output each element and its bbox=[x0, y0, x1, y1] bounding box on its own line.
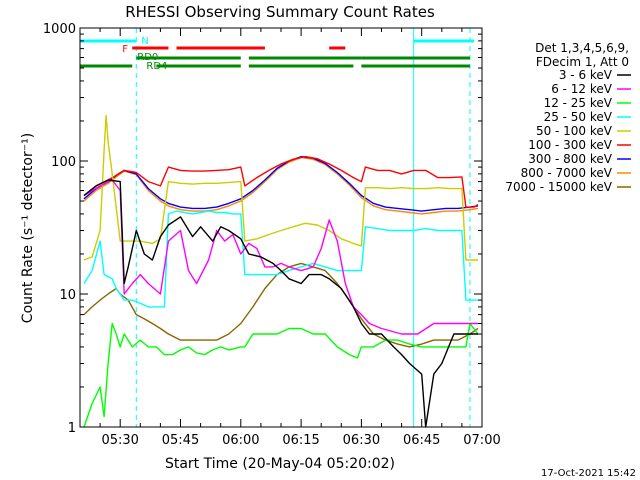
x-tick-label-3: 06:15 bbox=[282, 433, 319, 448]
x-axis-label: Start Time (20-May-04 05:20:02) bbox=[165, 456, 395, 472]
legend-header-line-1: FDecim 1, Att 0 bbox=[536, 55, 629, 69]
legend: Det 1,3,4,5,6,9,FDecim 1, Att 03 - 6 keV… bbox=[505, 41, 631, 194]
legend-entry-label-5: 100 - 300 keV bbox=[528, 138, 612, 152]
legend-entry-label-4: 50 - 100 keV bbox=[536, 124, 613, 138]
series-line-50-100-kev bbox=[83, 114, 478, 261]
x-tick-label-0: 05:30 bbox=[101, 433, 138, 448]
legend-entry-label-3: 25 - 50 keV bbox=[544, 110, 613, 124]
x-tick-label-6: 07:00 bbox=[463, 433, 500, 448]
rd4-label: RD4 bbox=[146, 61, 167, 72]
y-tick-label-0: 1 bbox=[68, 421, 76, 436]
series-line-25-50-kev bbox=[83, 210, 478, 308]
legend-entry-label-2: 12 - 25 keV bbox=[544, 96, 613, 110]
f-label: F bbox=[122, 44, 128, 55]
footer-timestamp: 17-Oct-2021 15:42 bbox=[541, 468, 636, 479]
series-line-100-300-kev bbox=[83, 155, 479, 208]
legend-entry-label-6: 300 - 800 keV bbox=[528, 152, 612, 166]
x-tick-label-5: 06:45 bbox=[403, 433, 440, 448]
legend-entry-label-7: 800 - 7000 keV bbox=[521, 166, 613, 180]
y-tick-label-1: 10 bbox=[59, 288, 76, 303]
series-line-300-800-kev bbox=[83, 155, 479, 212]
rd0-label: RD0 bbox=[137, 52, 158, 63]
x-tick-label-2: 06:00 bbox=[222, 433, 259, 448]
x-tick-label-1: 05:45 bbox=[162, 433, 199, 448]
n-label: N bbox=[141, 36, 148, 47]
y-axis-label: Count Rate (s⁻¹ detector⁻¹) bbox=[20, 133, 36, 323]
legend-header-line-0: Det 1,3,4,5,6,9, bbox=[535, 41, 629, 55]
chart-title: RHESSI Observing Summary Count Rates bbox=[125, 3, 435, 21]
legend-entry-label-8: 7000 - 15000 keV bbox=[505, 180, 612, 194]
x-tick-label-4: 06:30 bbox=[343, 433, 380, 448]
axes: 05:30 05:45 06:00 06:15 06:30 06:45 07:00 1 10 10… bbox=[43, 22, 501, 448]
series-line-800-7000-kev bbox=[83, 156, 479, 215]
legend-entry-label-1: 6 - 12 keV bbox=[551, 82, 613, 96]
legend-entry-label-0: 3 - 6 keV bbox=[559, 68, 613, 82]
series-line-12-25-kev bbox=[83, 322, 479, 428]
series-line-6-12-kev bbox=[83, 179, 478, 335]
series-line-7000-15000-kev bbox=[83, 262, 479, 348]
y-tick-label-2: 100 bbox=[51, 155, 76, 170]
y-tick-label-3: 1000 bbox=[43, 22, 76, 37]
series-line-3-6-kev bbox=[83, 179, 478, 428]
